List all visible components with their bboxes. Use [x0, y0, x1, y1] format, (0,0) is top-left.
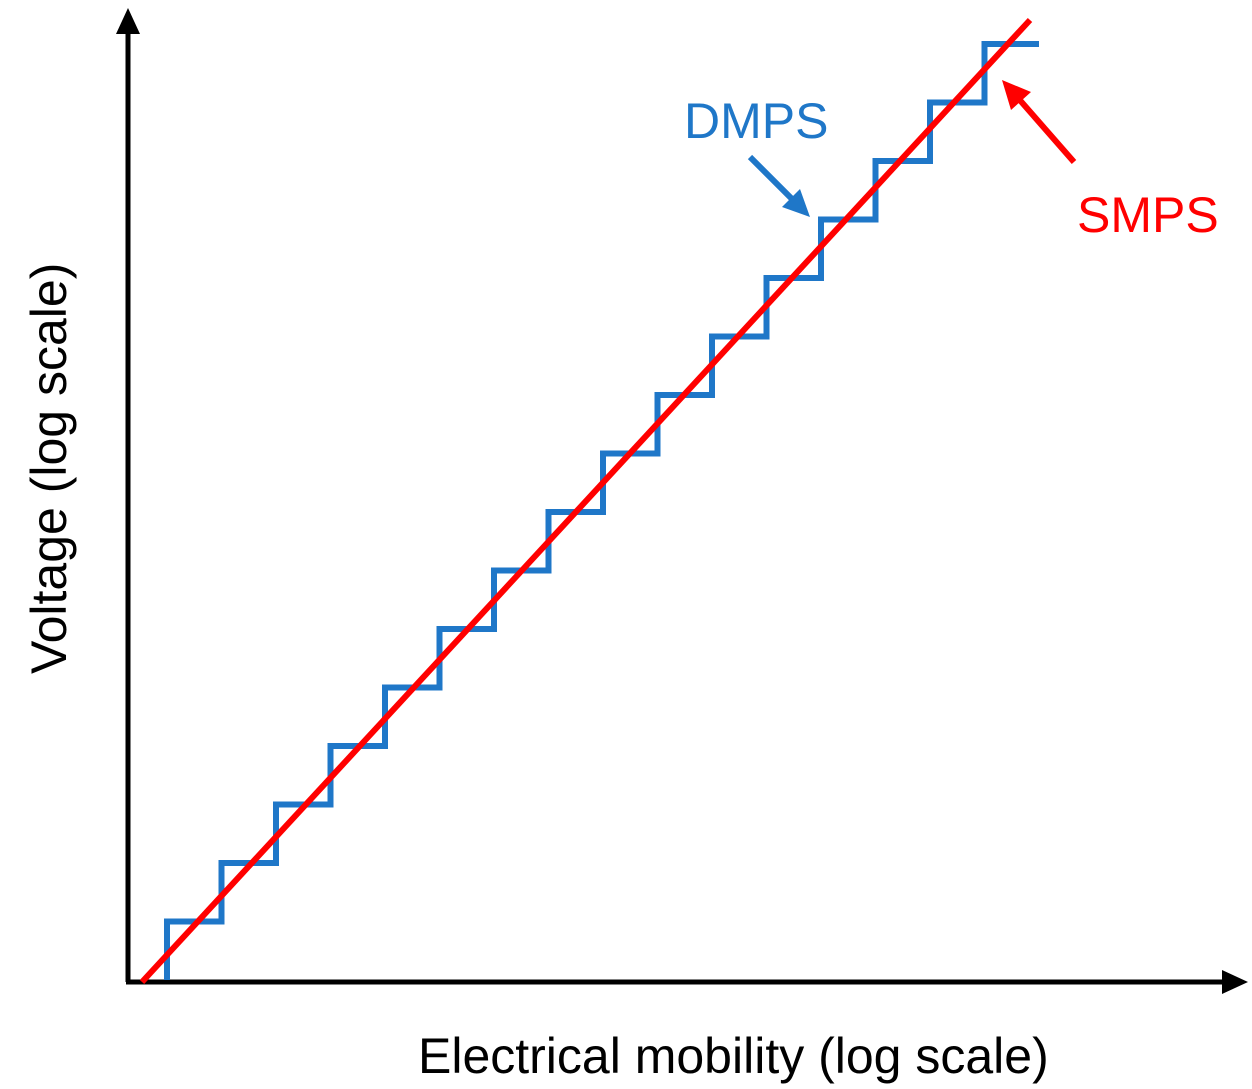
- y-axis-title: Voltage (log scale): [21, 263, 77, 674]
- x-axis-title: Electrical mobility (log scale): [418, 1028, 1049, 1084]
- dmps-annotation-arrow: [747, 154, 810, 217]
- smps-line-series: [139, 17, 1033, 985]
- y-axis-arrowhead: [116, 8, 140, 34]
- smps-annotation-label: SMPS: [1077, 187, 1219, 243]
- x-axis-arrowhead: [1222, 970, 1248, 994]
- dmps-annotation-label: DMPS: [684, 93, 828, 149]
- smps-annotation-arrow: [1002, 80, 1077, 164]
- dmps-step-series: [164, 41, 1039, 980]
